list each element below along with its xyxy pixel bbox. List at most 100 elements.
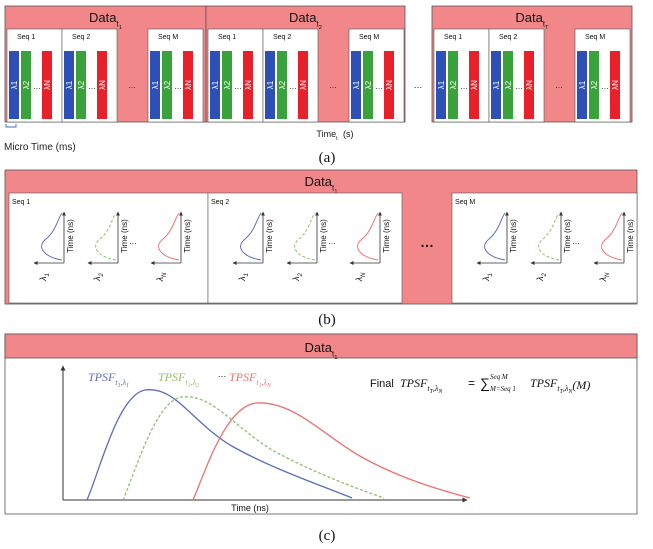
panel-b-title: Datat1	[305, 174, 338, 195]
lambda-stripe-label: λN	[525, 80, 534, 90]
seq-label: Seq 2	[273, 34, 291, 41]
lambda-stripe-label: λ2	[278, 80, 287, 89]
time-axis-label: Time (ns)	[66, 219, 75, 253]
mini-tpsf-curve	[158, 212, 180, 261]
plot-ellipsis: …	[328, 237, 336, 246]
seq-label: Seq 1	[444, 34, 462, 41]
final-rhs-part: ,λ	[563, 384, 569, 393]
stripe-ellipsis: …	[601, 82, 609, 91]
lambda-stripe	[503, 51, 513, 119]
seq-big-ellipsis: …	[420, 234, 434, 250]
time-axis-label: Time (ns)	[509, 219, 518, 253]
data-block-title-sub: t	[117, 20, 120, 29]
final-lhs-part: t	[427, 384, 430, 393]
lambda-stripe-label: λ1	[211, 80, 220, 89]
micro-time-label: Micro Time (ms)	[4, 142, 76, 153]
mini-tpsf-curve	[95, 212, 117, 261]
time-axis-label: Time (ns)	[120, 219, 129, 253]
lambda-stripe	[448, 51, 458, 119]
lambda-axis-label-sub: 1	[488, 273, 494, 276]
seq-box	[8, 192, 209, 304]
lambda-stripe	[577, 51, 587, 119]
tpsf-label-sub: t	[256, 378, 259, 387]
panel-c-title: Datat1	[305, 340, 338, 361]
lambda-stripe-label: λ1	[437, 80, 446, 89]
data-block-title-base: Data	[289, 10, 317, 25]
data-block-title-subsub: 2	[319, 25, 322, 31]
seq-label: Seq 2	[499, 34, 517, 41]
tpsf-label-sub: t	[185, 378, 188, 387]
lambda-stripe-label: λ1	[578, 80, 587, 89]
lambda-stripe-label: λ2	[590, 80, 599, 89]
lambda-axis-label-base: λ	[155, 277, 165, 282]
lambda-axis-label: λ1	[237, 273, 250, 282]
plot-ellipsis: …	[129, 237, 137, 246]
panel-c-title-base: Data	[305, 340, 333, 355]
stripe-ellipsis: …	[234, 82, 242, 91]
lambda-stripe	[64, 51, 74, 119]
tpsf-label: TPSFt1,λ1	[88, 370, 129, 389]
lambda-axis-label: λ1	[481, 273, 494, 282]
tpsf-label-sep: ,λ	[121, 378, 127, 387]
tpsf-label-subsub2: 2	[196, 383, 199, 389]
tpsf-label-subsub1: 1	[118, 383, 121, 389]
time-axis-label: Time (ns)	[319, 219, 328, 253]
tpsf-label-sub: t	[115, 378, 118, 387]
lambda-stripe-label: λN	[385, 80, 394, 90]
final-lhs-part: TPSF	[400, 376, 428, 390]
data-block-title: DatatT	[515, 10, 549, 31]
lambda-axis-label: λ1	[38, 273, 51, 282]
seq-label: Seq M	[158, 34, 178, 41]
time-axis-label: Time (ns)	[626, 219, 635, 253]
stripe-ellipsis: …	[33, 82, 41, 91]
lambda-stripe-label: λN	[244, 80, 253, 90]
final-prefix: Final	[370, 378, 394, 390]
mini-tpsf-curve	[41, 212, 63, 261]
time-axis-label: Timet	[316, 129, 338, 142]
lambda-axis-label-base: λ	[535, 276, 545, 281]
lambda-stripe-label: λ2	[77, 80, 86, 89]
final-lhs-part: ,λ	[433, 384, 439, 393]
data-block-title-sub: t	[317, 20, 320, 29]
lambda-stripe	[222, 51, 232, 119]
lambda-stripe	[9, 51, 19, 119]
seq-box	[451, 192, 638, 304]
data-block-title-subsub: T	[545, 25, 549, 31]
lambda-stripe-label: λ1	[492, 80, 501, 89]
lambda-axis-label: λ2	[92, 272, 105, 281]
panel-c-header	[4, 333, 638, 359]
data-block-title-subsub: 1	[119, 25, 122, 31]
time-axis-label: Time (ns)	[382, 219, 391, 253]
lambda-stripe-label: λ2	[223, 80, 232, 89]
time-axis-unit: (s)	[343, 129, 354, 139]
mini-tpsf-curve	[357, 212, 379, 261]
tpsf-label: TPSFt1,λN	[229, 370, 272, 389]
lambda-axis-label-base: λ	[237, 276, 247, 281]
lambda-stripe-label: λ2	[449, 80, 458, 89]
seq-ellipsis: …	[128, 81, 136, 90]
lambda-stripe	[351, 51, 361, 119]
lambda-stripe	[42, 51, 52, 119]
lambda-axis-label-sub: 1	[244, 273, 250, 276]
panel-b-title-base: Data	[305, 174, 333, 189]
time-axis-label: Time (ns)	[563, 219, 572, 253]
lambda-stripe-label: λN	[470, 80, 479, 90]
final-rhs-part: TPSF	[530, 376, 558, 390]
final-rhs-part: T	[560, 389, 564, 395]
lambda-stripe	[298, 51, 308, 119]
lambda-axis-label: λN	[354, 272, 367, 282]
lambda-stripe	[21, 51, 31, 119]
seq-label: Seq 1	[17, 34, 35, 41]
stripe-ellipsis: …	[460, 82, 468, 91]
final-rhs-part: (M)	[572, 378, 590, 392]
panel-b-title-subsub: 1	[334, 189, 337, 195]
final-rhs: TPSFtT,λN(M)	[530, 376, 590, 395]
tpsf-label-subsub2: 1	[126, 383, 129, 389]
block-ellipsis: …	[414, 80, 423, 90]
final-lhs-part: T	[430, 389, 434, 395]
tpsf-label-sep: ,λ	[262, 378, 268, 387]
tpsf-label-subsub2: N	[266, 383, 272, 389]
